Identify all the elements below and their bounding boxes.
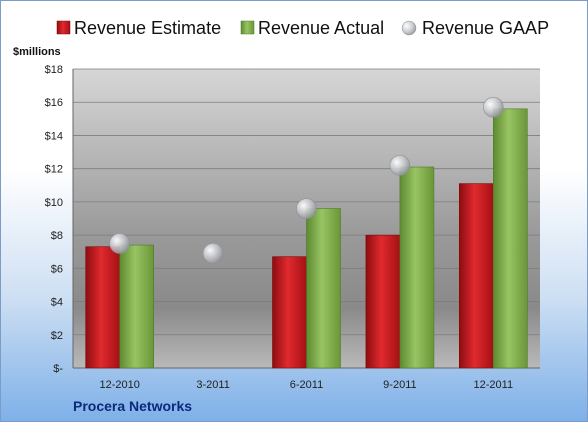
legend-swatch-actual	[240, 20, 255, 35]
y-tick-label: $10	[45, 197, 63, 209]
estimate-bar	[458, 183, 494, 369]
actual-bar	[306, 208, 341, 369]
legend-swatch-gaap	[401, 20, 417, 36]
actual-bar	[492, 108, 528, 369]
estimate-bar	[272, 256, 307, 369]
estimate-bar	[85, 246, 120, 369]
estimate-bar	[365, 234, 401, 369]
y-tick-label: $-	[53, 363, 63, 375]
gaap-marker	[202, 243, 224, 264]
x-axis-ticks: 12-2010 3-2011 6-2011 9-2011 12-2011	[100, 379, 514, 391]
y-tick-label: $8	[51, 230, 63, 242]
y-tick-label: $18	[45, 64, 63, 76]
gaap-marker	[482, 96, 504, 118]
gaap-marker	[109, 233, 130, 254]
y-tick-label: $6	[51, 263, 63, 275]
y-tick-label: $4	[51, 297, 63, 309]
legend: Revenue Estimate Revenue Actual Revenue …	[56, 18, 549, 38]
actual-bar	[119, 244, 154, 369]
legend-label-estimate: Revenue Estimate	[74, 18, 221, 38]
y-axis-unit-label: $millions	[13, 46, 61, 58]
y-tick-label: $12	[45, 164, 63, 176]
x-tick-label: 9-2011	[383, 379, 416, 391]
actual-bar	[399, 166, 435, 369]
y-tick-label: $16	[45, 97, 63, 109]
gaap-marker	[296, 198, 317, 219]
y-tick-label: $14	[45, 130, 63, 142]
bars	[85, 108, 528, 369]
gaap-markers	[109, 96, 504, 264]
x-tick-label: 3-2011	[196, 379, 229, 391]
y-tick-label: $2	[51, 330, 63, 342]
x-tick-label: 12-2010	[100, 379, 140, 391]
gaap-marker	[389, 155, 411, 176]
legend-label-gaap: Revenue GAAP	[422, 18, 549, 38]
y-axis-ticks: $- $2 $4 $6 $8 $10 $12 $14 $16 $18	[45, 64, 64, 375]
x-tick-label: 12-2011	[474, 379, 514, 391]
company-name: Procera Networks	[73, 398, 193, 414]
x-tick-label: 6-2011	[290, 379, 323, 391]
legend-swatch-estimate	[56, 20, 71, 35]
legend-label-actual: Revenue Actual	[258, 18, 384, 38]
